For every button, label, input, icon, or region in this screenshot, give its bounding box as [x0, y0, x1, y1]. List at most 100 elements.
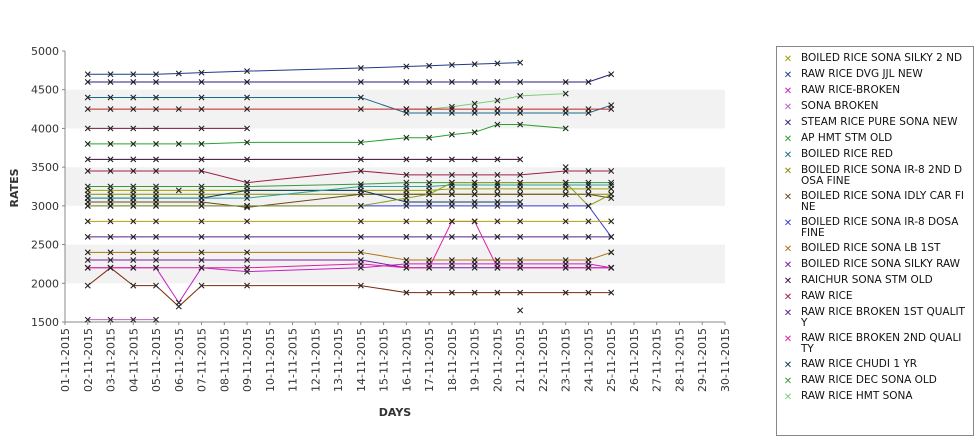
series-line — [87, 184, 612, 199]
series-point — [494, 97, 501, 104]
series-group — [84, 233, 615, 240]
series-point — [357, 249, 364, 256]
series-point — [198, 233, 205, 240]
x-tick-label: 03-11-2015 — [105, 328, 118, 392]
series-point — [107, 202, 114, 209]
series-point — [562, 90, 569, 97]
series-point — [562, 233, 569, 240]
series-point — [517, 191, 524, 198]
series-point — [562, 164, 569, 171]
series-point — [585, 191, 592, 198]
series-point — [198, 183, 205, 190]
series-point — [448, 264, 455, 271]
series-point — [403, 183, 410, 190]
y-axis-label: RATES — [8, 168, 21, 207]
series-point — [517, 179, 524, 186]
x-tick-label: 29-11-2015 — [696, 328, 709, 392]
series-point — [357, 183, 364, 190]
series-point — [448, 78, 455, 85]
series-point — [357, 156, 364, 163]
legend-item: ✕ BOILED RICE SONA SILKY RAW — [781, 259, 973, 272]
series-point — [107, 249, 114, 256]
series-point — [198, 78, 205, 85]
x-tick-label: 22-11-2015 — [537, 328, 550, 392]
legend-label: BOILED RICE SONA SILKY 2 ND — [801, 52, 963, 64]
series-line — [87, 193, 612, 208]
series-point — [562, 125, 569, 132]
series-point — [608, 289, 615, 296]
x-tick-label: 19-11-2015 — [469, 328, 482, 392]
series-point — [471, 198, 478, 205]
series-point — [153, 282, 160, 289]
series-point — [426, 289, 433, 296]
series-point — [448, 61, 455, 68]
legend-label: RAW RICE BROKEN 1ST QUALITY — [801, 306, 965, 329]
series-point — [175, 140, 182, 147]
series-point — [244, 156, 251, 163]
series-point — [84, 78, 91, 85]
series-point — [403, 195, 410, 202]
series-point — [494, 78, 501, 85]
series-point — [107, 218, 114, 225]
series-point — [153, 233, 160, 240]
legend-marker-icon: ✕ — [783, 392, 793, 403]
legend-marker-icon: ✕ — [783, 360, 793, 371]
legend-label: RAW RICE CHUDI 1 YR — [801, 358, 918, 370]
series-point — [84, 249, 91, 256]
series-point — [585, 264, 592, 271]
y-tick-label: 4000 — [31, 122, 59, 135]
x-tick-label: 06-11-2015 — [173, 328, 186, 392]
x-tick-label: 25-11-2015 — [605, 328, 618, 392]
series-point — [562, 106, 569, 113]
series-point — [494, 264, 501, 271]
x-tick-label: 27-11-2015 — [651, 328, 664, 392]
series-point — [107, 257, 114, 264]
legend-label: BOILED RICE SONA IR-8 2ND DOSA FINE — [801, 164, 963, 187]
series-point — [198, 264, 205, 271]
series-point — [562, 264, 569, 271]
series-point — [448, 106, 455, 113]
series-point — [448, 156, 455, 163]
series-point — [107, 195, 114, 202]
series-line — [87, 96, 612, 114]
series-point — [130, 140, 137, 147]
x-tick-label: 09-11-2015 — [241, 328, 254, 392]
x-tick-label: 12-11-2015 — [309, 328, 322, 392]
series-point — [448, 171, 455, 178]
series-point — [562, 218, 569, 225]
series-point — [585, 202, 592, 209]
series-point — [562, 78, 569, 85]
series-point — [494, 181, 501, 188]
series-point — [426, 134, 433, 141]
legend-item: ✕ BOILED RICE RED — [781, 149, 973, 162]
series-point — [175, 70, 182, 77]
legend-marker-icon: ✕ — [783, 218, 793, 229]
series-point — [562, 257, 569, 264]
series-point — [175, 187, 182, 194]
x-tick-label: 08-11-2015 — [218, 328, 231, 392]
legend-item: ✕ RAW RICE BROKEN 1ST QUALITY — [781, 307, 973, 329]
series-point — [426, 62, 433, 69]
series-point — [107, 168, 114, 175]
legend-label: RAW RICE DVG JJL NEW — [801, 68, 923, 80]
series-point — [494, 218, 501, 225]
series-point — [608, 233, 615, 240]
legend-item: ✕ BOILED RICE SONA SILKY 2 ND — [781, 52, 973, 66]
series-point — [471, 129, 478, 136]
legend-marker-icon: ✕ — [783, 192, 793, 203]
series-line — [87, 251, 612, 261]
series-point — [357, 106, 364, 113]
series-point — [130, 264, 137, 271]
series-point — [517, 121, 524, 128]
series-point — [198, 282, 205, 289]
series-point — [107, 106, 114, 113]
series-point — [357, 233, 364, 240]
series-point — [153, 202, 160, 209]
legend-item: ✕ RAW RICE CHUDI 1 YR — [781, 358, 973, 372]
series-point — [471, 264, 478, 271]
series-point — [84, 125, 91, 132]
series-point — [448, 218, 455, 225]
series-group — [84, 59, 524, 78]
series-point — [517, 218, 524, 225]
series-point — [608, 264, 615, 271]
